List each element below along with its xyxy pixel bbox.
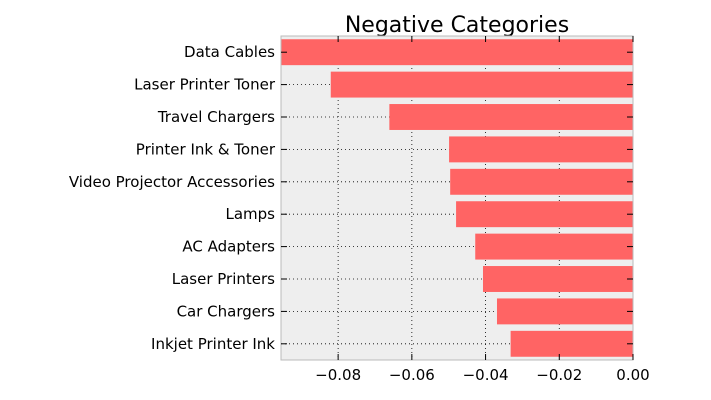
category-label: AC Adapters (182, 238, 275, 256)
bar (482, 266, 633, 292)
category-label: Inkjet Printer Ink (151, 335, 275, 353)
x-tick-label: −0.02 (536, 366, 582, 384)
bar (330, 71, 633, 98)
chart-title: Negative Categories (345, 13, 569, 38)
bar (456, 201, 633, 228)
bar (510, 330, 633, 357)
category-label: Car Chargers (177, 302, 276, 320)
plot-frame (280, 35, 634, 361)
category-label: Data Cables (184, 43, 275, 61)
category-label: Laser Printers (172, 270, 275, 288)
bar (449, 136, 633, 163)
category-label: Lamps (226, 205, 276, 223)
x-tick-label: −0.04 (463, 366, 509, 384)
x-tick-label: −0.06 (389, 366, 435, 384)
x-tick-label: 0.00 (616, 366, 649, 384)
bar (475, 233, 633, 260)
category-label: Travel Chargers (157, 108, 275, 126)
bar (281, 39, 633, 66)
bar (496, 298, 633, 325)
category-label: Printer Ink & Toner (136, 140, 276, 158)
category-label: Laser Printer Toner (134, 76, 276, 94)
x-tick-label: −0.08 (315, 366, 361, 384)
bar (450, 168, 633, 195)
bar (389, 104, 633, 130)
category-label: Video Projector Accessories (69, 173, 275, 191)
